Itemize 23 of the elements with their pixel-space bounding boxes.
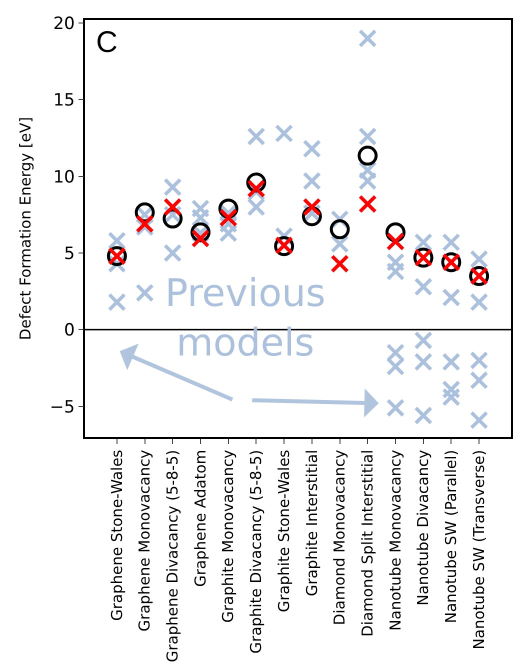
x-tick-label: Diamond Monovacancy: [330, 450, 349, 626]
x-tick-label: Graphite Stone-Wales: [274, 450, 293, 612]
y-tick-label: 5: [64, 244, 75, 264]
x-tick-label: Graphite Monovacancy: [219, 450, 238, 623]
annotation: C: [96, 26, 118, 59]
y-tick-label: −5: [50, 397, 75, 418]
x-tick-label: Nanotube Divacancy: [414, 450, 432, 606]
y-tick-label: 15: [53, 90, 75, 111]
y-tick-label: 0: [64, 320, 75, 341]
x-tick-label: Graphene Divacancy (5-8-5): [164, 450, 182, 662]
x-tick-label: Graphene Monovacancy: [136, 450, 154, 632]
y-axis-title: Defect Formation Energy [eV]: [16, 116, 35, 340]
x-tick-label: Nanotube Monovacancy: [386, 450, 404, 631]
x-tick-label: Graphene Stone-Wales: [108, 450, 126, 621]
x-tick-label: Graphite Interstitial: [302, 450, 321, 596]
x-tick-label: Graphite Divacancy (5-8-5): [247, 450, 266, 654]
x-tick-label: Graphene Adatom: [191, 450, 210, 587]
x-tick-label: Nanotube SW (Parallel): [442, 450, 460, 624]
x-tick-label: Diamond Split Interstitial: [358, 450, 377, 637]
annotation: Previous models: [165, 271, 326, 364]
y-tick-label: 10: [53, 167, 75, 188]
x-tick-label: Nanotube SW (Transverse): [470, 450, 488, 650]
y-tick-label: 20: [53, 14, 75, 34]
